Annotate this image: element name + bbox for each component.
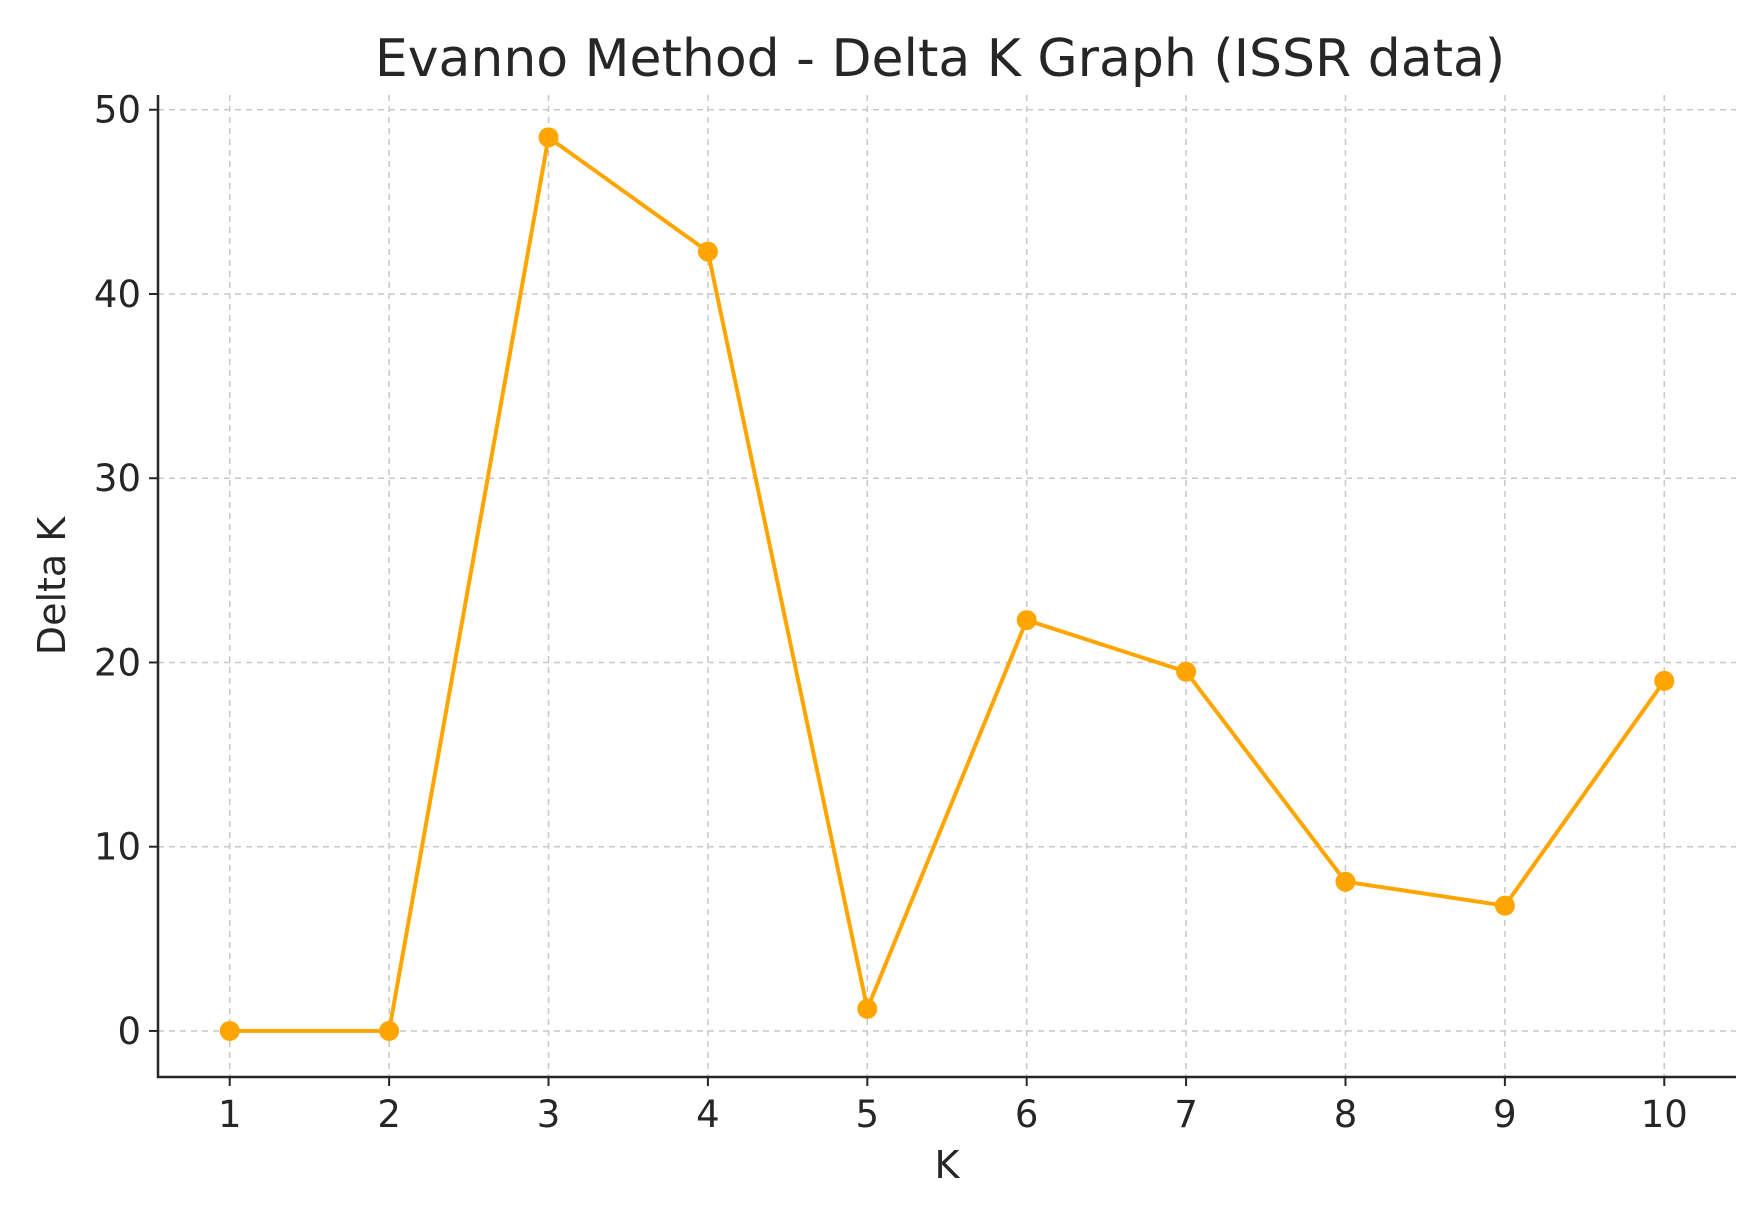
data-point [1016, 610, 1037, 631]
x-tick-label: 7 [1174, 1093, 1198, 1136]
data-point [857, 998, 878, 1019]
x-tick-label: 3 [537, 1093, 561, 1136]
x-tick-label: 9 [1493, 1093, 1517, 1136]
data-point [219, 1020, 240, 1041]
y-axis-ticks: 0 10 20 30 40 50 [94, 89, 158, 1053]
y-tick-label: 20 [94, 641, 141, 684]
x-tick-label: 4 [696, 1093, 720, 1136]
chart-title: Evanno Method - Delta K Graph (ISSR data… [375, 29, 1505, 89]
x-tick-label: 2 [377, 1093, 401, 1136]
axis-spines [156, 95, 1736, 1079]
data-point [1176, 661, 1197, 682]
x-tick-label: 8 [1334, 1093, 1358, 1136]
y-tick-label: 30 [94, 457, 141, 500]
x-tick-label: 5 [856, 1093, 880, 1136]
x-axis-label: K [935, 1143, 961, 1187]
data-point [697, 241, 718, 262]
axes [156, 95, 1736, 1079]
series-group [219, 127, 1675, 1041]
x-tick-label: 1 [218, 1093, 242, 1136]
x-axis-ticks: 1 2 3 4 5 6 7 8 9 10 [218, 1077, 1688, 1136]
data-point [379, 1020, 400, 1041]
y-tick-label: 0 [117, 1010, 141, 1053]
y-tick-label: 50 [94, 89, 141, 132]
x-tick-label: 10 [1641, 1093, 1688, 1136]
y-tick-label: 10 [94, 826, 141, 869]
data-point [538, 127, 559, 148]
grid [158, 95, 1736, 1077]
data-point [1494, 895, 1515, 916]
x-tick-label: 6 [1015, 1093, 1039, 1136]
series-line [227, 135, 1667, 1033]
data-point [1654, 670, 1675, 691]
y-tick-label: 40 [94, 273, 141, 316]
y-axis-label: Delta K [30, 516, 74, 655]
data-point [1335, 871, 1356, 892]
